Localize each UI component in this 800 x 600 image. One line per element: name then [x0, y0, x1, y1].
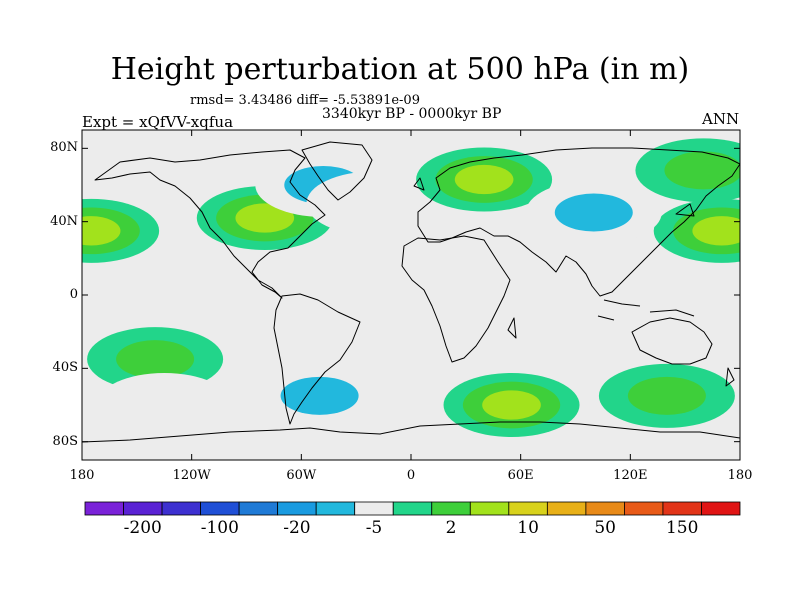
- anomaly-6-band-2: [454, 164, 514, 195]
- anomaly-1-band-2: [82, 216, 121, 246]
- colorbar-label: -200: [123, 518, 162, 538]
- longitude-label: 180: [727, 468, 753, 483]
- colorbar-swatch: [238, 501, 279, 516]
- australia-coast: [631, 317, 713, 365]
- colorbar-label: 10: [517, 518, 539, 538]
- anomaly-3-band-2: [235, 203, 295, 233]
- colorbar-swatch: [508, 501, 548, 516]
- colorbar-swatch: [200, 501, 240, 516]
- eurasia-coast: [417, 147, 740, 297]
- anomaly-14-band-1: [627, 376, 706, 415]
- latitude-label: 40N: [50, 213, 78, 229]
- latitude-label: 80N: [50, 140, 78, 156]
- colorbar-swatch: [277, 501, 317, 516]
- colorbar-swatch: [624, 501, 664, 516]
- colorbar-label: -20: [283, 518, 311, 538]
- colorbar-swatch: [84, 501, 124, 516]
- latitude-label: 80S: [52, 433, 78, 449]
- colorbar-swatch: [123, 501, 163, 516]
- colorbar-swatch: [662, 501, 702, 516]
- longitude-label: 0: [406, 468, 416, 483]
- colorbar-label: -5: [365, 518, 383, 538]
- colorbar-swatch: [469, 501, 510, 516]
- anomaly-9-band-1: [116, 340, 195, 379]
- colorbar-swatch: [701, 501, 741, 516]
- map-title: Height perturbation at 500 hPa (in m): [110, 52, 690, 87]
- greenland-coast: [301, 141, 373, 201]
- period-label: 3340kyr BP - 0000kyr BP: [322, 106, 502, 122]
- colorbar-swatch: [546, 501, 587, 516]
- coastlines: [82, 141, 740, 443]
- longitude-label: 120E: [613, 468, 648, 483]
- colorbar-label: 50: [594, 518, 616, 538]
- colorbar: [84, 501, 741, 516]
- colorbar-swatch: [354, 501, 394, 516]
- anomaly-2-band-2: [692, 216, 740, 246]
- colorbar-label: 150: [665, 518, 699, 538]
- longitude-label: 60E: [507, 468, 534, 483]
- north-america-coast: [94, 149, 326, 299]
- colorbar-swatch: [392, 501, 433, 516]
- longitude-label: 180: [69, 468, 95, 483]
- longitude-label: 60W: [286, 468, 317, 483]
- latitude-label: 40S: [52, 360, 78, 376]
- colorbar-label: 2: [445, 518, 457, 538]
- anomaly-13-band-2: [482, 390, 541, 420]
- experiment-label: Expt = xQfVV-xqfua: [82, 113, 234, 131]
- season-label: ANN: [702, 110, 740, 128]
- colorbar-swatch: [431, 501, 471, 516]
- colorbar-label: -100: [200, 518, 239, 538]
- anomaly-8-band-1: [664, 151, 740, 190]
- anomaly-7-band-1: [554, 193, 633, 232]
- colorbar-swatch: [585, 501, 625, 516]
- antarctica-coast: [82, 421, 740, 443]
- anomaly-5-band-0: [306, 171, 443, 236]
- anomaly-11-band-1: [280, 376, 359, 415]
- africa-coast: [401, 235, 511, 363]
- axis-ticks: [81, 130, 741, 460]
- stats-line: rmsd= 3.43486 diff= -5.53891e-09: [190, 93, 420, 108]
- map-field: [82, 130, 740, 460]
- longitude-label: 120W: [172, 468, 211, 483]
- anomaly-10-band-0: [96, 373, 233, 437]
- colorbar-swatch: [315, 501, 356, 516]
- islands-coast: [413, 177, 735, 387]
- maritime-continent-coast: [597, 299, 695, 321]
- latitude-label: 0: [69, 287, 78, 302]
- south-america-coast: [273, 293, 361, 425]
- colorbar-swatch: [161, 501, 201, 516]
